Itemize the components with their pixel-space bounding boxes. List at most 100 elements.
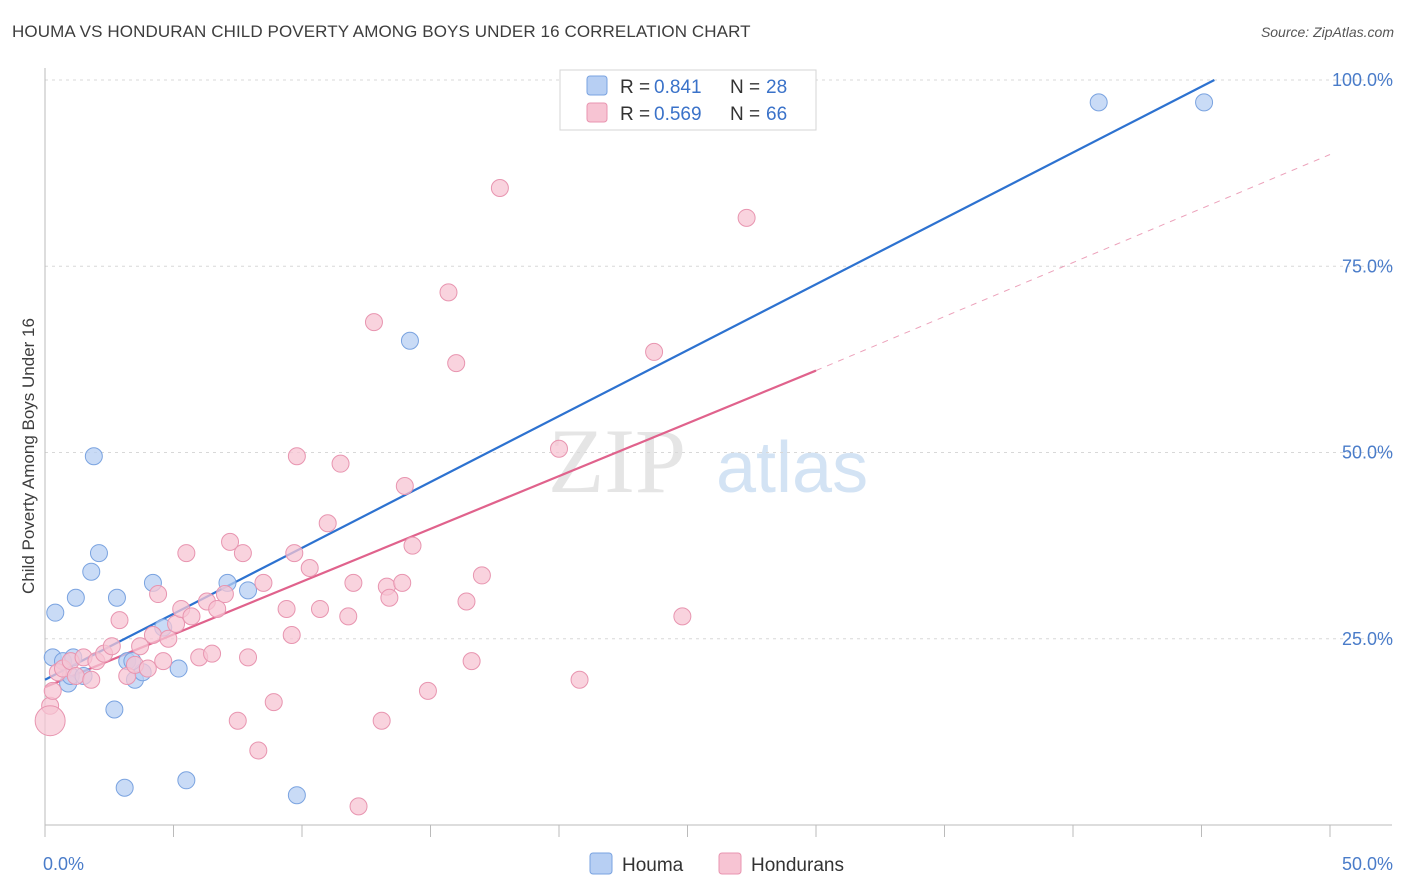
point-hondurans-64 <box>673 607 692 626</box>
tick-labels: 25.0% 50.0% 75.0% 100.0% 0.0% 50.0% <box>43 70 1393 874</box>
legend-r-label-hondurans: R = <box>620 104 650 125</box>
legend-r-value-houma: 0.841 <box>654 77 702 98</box>
point-houma-11 <box>105 700 124 719</box>
point-houma-25 <box>1089 93 1108 112</box>
point-hondurans-32 <box>239 648 258 667</box>
point-houma-20 <box>177 771 196 790</box>
point-hondurans-62 <box>570 670 589 689</box>
point-houma-12 <box>107 588 126 607</box>
chart-title: HOUMA VS HONDURAN CHILD POVERTY AMONG BO… <box>12 22 751 41</box>
point-hondurans-55 <box>439 283 458 302</box>
point-hondurans-35 <box>264 693 283 712</box>
point-hondurans-53 <box>403 536 422 555</box>
x-tick-label-1: 50.0% <box>1342 854 1393 874</box>
legend-n-value-hondurans: 66 <box>766 104 787 125</box>
legend-n-value-houma: 28 <box>766 77 787 98</box>
point-hondurans-61 <box>550 439 568 458</box>
point-houma-10 <box>89 544 108 563</box>
point-hondurans-23 <box>182 607 201 626</box>
watermark-zip: ZIP <box>548 410 686 512</box>
legend-r-value-hondurans: 0.569 <box>654 104 702 125</box>
point-hondurans-36 <box>277 599 296 618</box>
trend-line-houma <box>44 79 1215 681</box>
legend-r-label-houma: R = <box>620 77 650 98</box>
point-hondurans-48 <box>372 711 391 730</box>
point-hondurans-40 <box>300 558 319 577</box>
y-tick-label-1: 50.0% <box>1342 443 1393 463</box>
bottom-legend-swatch-houma <box>589 852 613 875</box>
y-tick-label-3: 100.0% <box>1332 70 1393 90</box>
point-hondurans-28 <box>215 585 234 604</box>
point-hondurans-16 <box>143 626 162 645</box>
legend-swatch-houma <box>586 75 608 96</box>
point-houma-24 <box>400 331 419 350</box>
point-houma-19 <box>169 659 188 678</box>
bottom-legend: Houma Hondurans <box>589 852 844 876</box>
point-hondurans-54 <box>418 681 437 700</box>
y-tick-label-2: 75.0% <box>1342 256 1393 276</box>
point-hondurans-45 <box>344 573 363 592</box>
point-hondurans-33 <box>249 741 268 760</box>
series-hondurans <box>41 179 756 816</box>
trend-line-dashed-hondurans <box>815 154 1331 372</box>
point-hondurans-30 <box>228 711 247 730</box>
point-hondurans-42 <box>318 514 337 533</box>
point-houma-1 <box>46 603 65 622</box>
point-hondurans-51 <box>393 573 412 592</box>
bottom-legend-label-hondurans: Hondurans <box>751 855 844 876</box>
point-hondurans-58 <box>462 652 481 671</box>
point-houma-8 <box>82 562 101 581</box>
point-hondurans-57 <box>457 592 476 611</box>
point-hondurans-22 <box>177 544 196 563</box>
point-houma-6 <box>66 588 85 607</box>
top-legend: R = 0.841 N = 28 R = 0.569 N = 66 <box>559 69 817 131</box>
point-hondurans-10 <box>102 637 121 656</box>
bottom-legend-label-houma: Houma <box>622 855 684 876</box>
point-hondurans-37 <box>282 626 301 645</box>
source-label: Source: ZipAtlas.com <box>1260 24 1394 40</box>
point-hondurans-43 <box>331 454 350 473</box>
point-hondurans-65 <box>737 208 756 227</box>
point-hondurans-34 <box>254 573 273 592</box>
point-hondurans-39 <box>287 447 306 466</box>
point-houma-26 <box>1195 93 1214 112</box>
point-hondurans-31 <box>233 544 252 563</box>
point-hondurans-50 <box>380 588 399 607</box>
point-houma-9 <box>84 447 103 466</box>
trend-lines <box>44 79 1331 689</box>
point-hondurans-56 <box>447 354 466 373</box>
bottom-legend-swatch-hondurans <box>718 852 742 875</box>
point-houma-22 <box>239 581 258 600</box>
point-hondurans-large <box>34 705 66 737</box>
point-hondurans-63 <box>645 342 664 361</box>
point-hondurans-17 <box>149 585 168 604</box>
point-hondurans-1 <box>43 681 62 700</box>
point-hondurans-15 <box>138 659 157 678</box>
point-hondurans-52 <box>395 477 414 496</box>
legend-n-label-hondurans: N = <box>730 104 760 125</box>
point-hondurans-18 <box>154 652 173 671</box>
point-hondurans-41 <box>310 599 329 618</box>
point-hondurans-29 <box>221 532 240 551</box>
point-hondurans-44 <box>339 607 358 626</box>
point-hondurans-11 <box>110 611 129 630</box>
point-hondurans-5 <box>66 667 85 685</box>
point-hondurans-38 <box>285 544 304 563</box>
point-hondurans-46 <box>349 797 368 816</box>
y-tick-label-0: 25.0% <box>1342 629 1393 649</box>
x-tick-label-0: 0.0% <box>43 854 84 874</box>
y-axis-label: Child Poverty Among Boys Under 16 <box>19 318 38 594</box>
point-houma-23 <box>287 786 306 805</box>
point-hondurans-27 <box>208 599 227 618</box>
data-points <box>34 93 1214 816</box>
point-hondurans-19 <box>159 629 178 648</box>
legend-n-label-houma: N = <box>730 77 760 98</box>
watermark-atlas: atlas <box>716 428 868 508</box>
point-hondurans-59 <box>472 566 491 585</box>
point-hondurans-14 <box>131 637 150 656</box>
point-hondurans-60 <box>490 179 509 198</box>
point-houma-13 <box>115 778 134 797</box>
point-hondurans-7 <box>82 670 101 689</box>
point-hondurans-26 <box>203 644 222 663</box>
